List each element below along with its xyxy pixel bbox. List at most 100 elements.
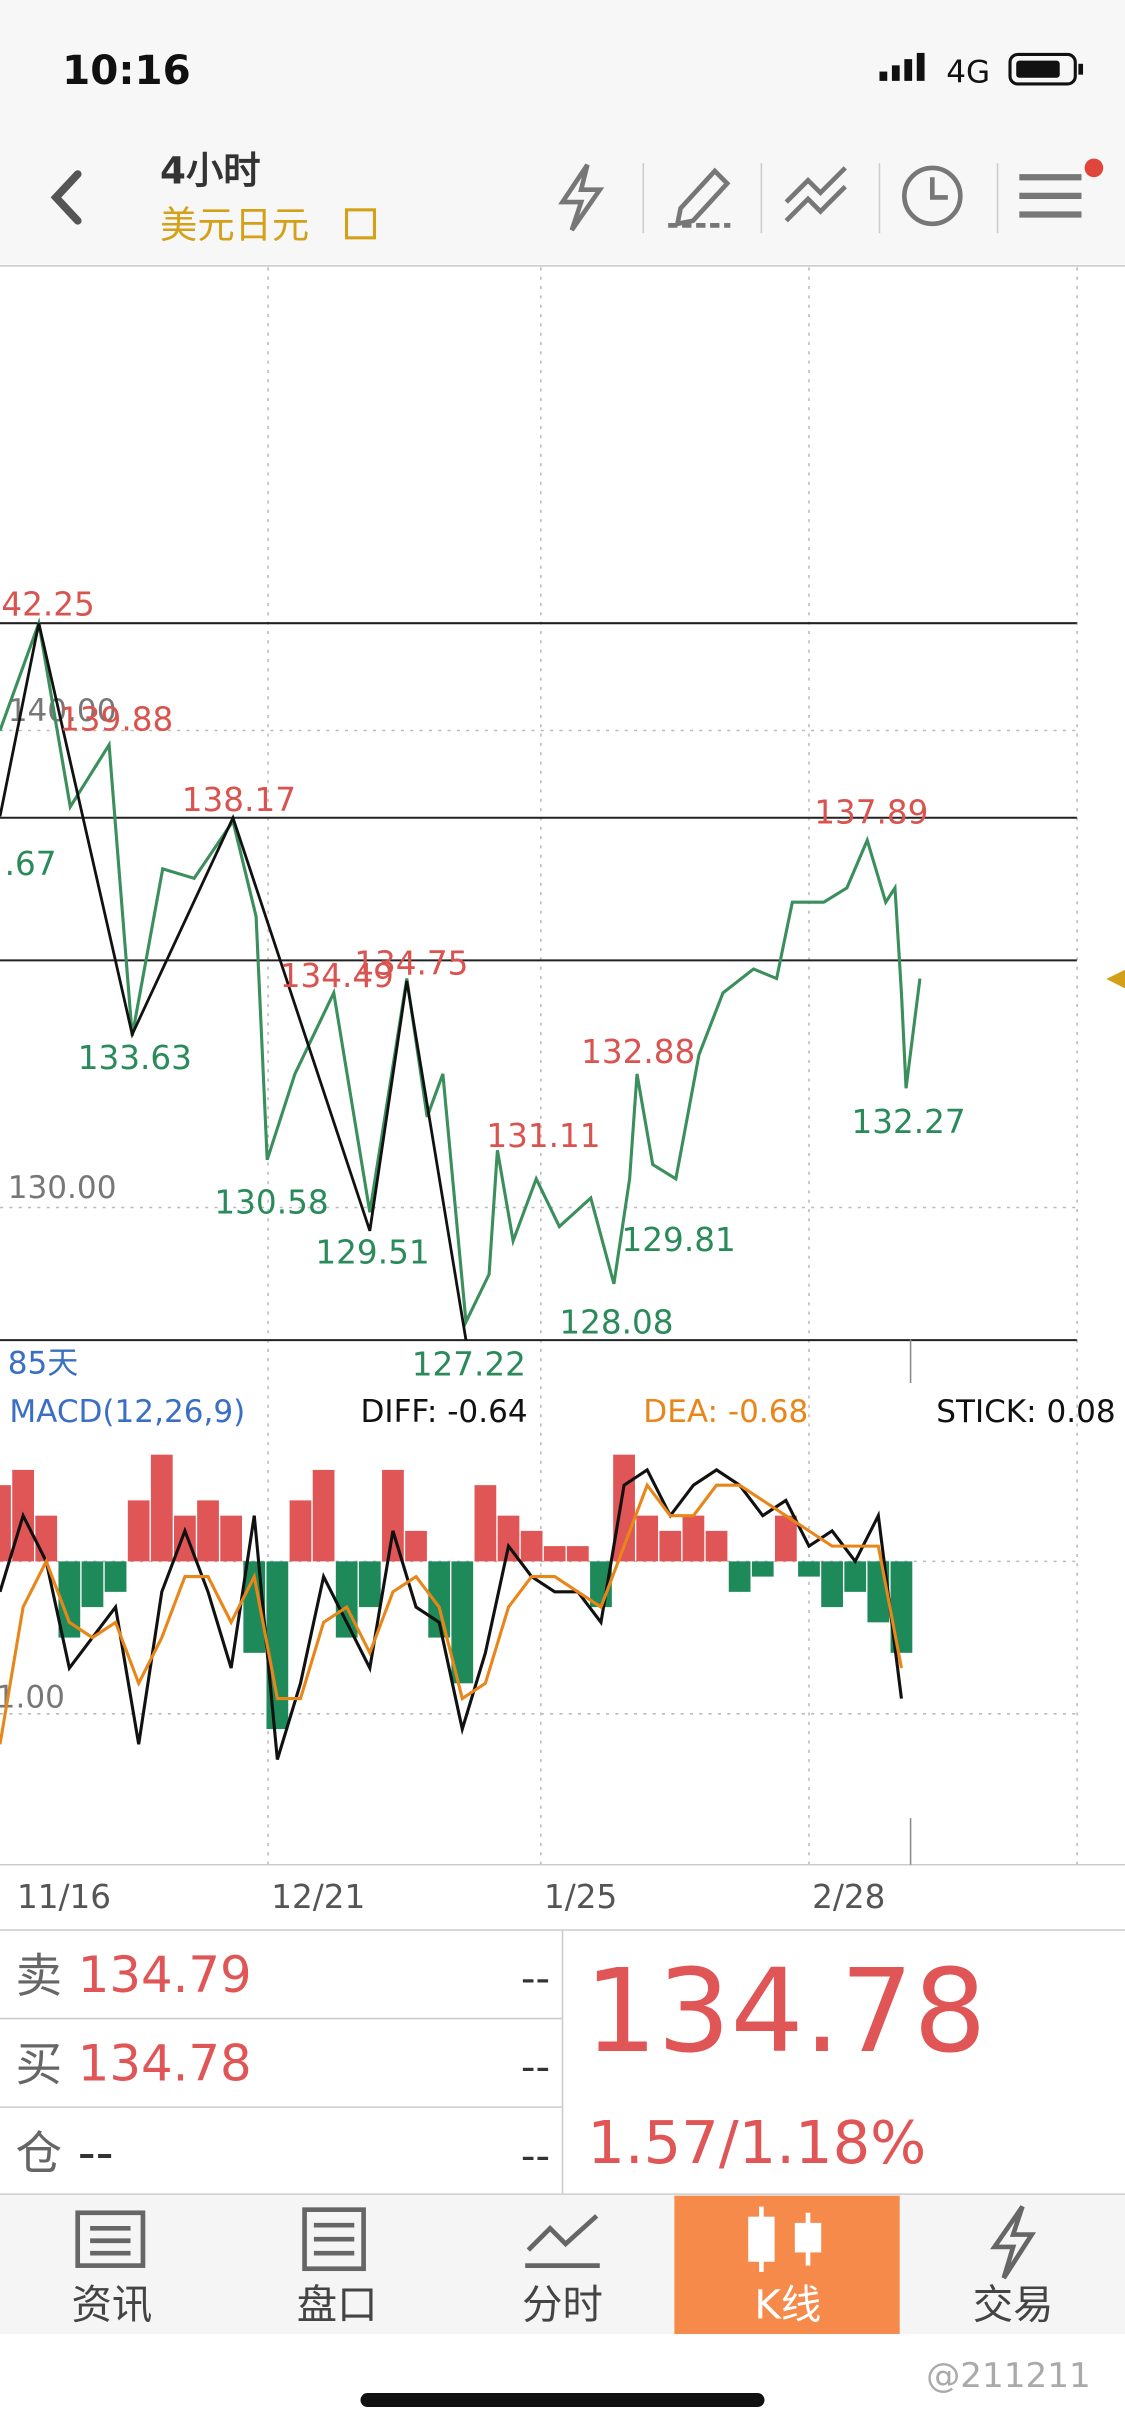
quote-label: 卖 <box>16 1949 63 2003</box>
macd-bar <box>682 1515 705 1562</box>
legend-entry: DIFF: -0.64 <box>360 1394 527 1430</box>
tab-label[interactable]: K线 <box>754 2280 821 2328</box>
macd-bar <box>382 1469 404 1562</box>
legend-entry: DEA: -0.68 <box>643 1394 808 1430</box>
period-title: 4小时 <box>160 148 261 192</box>
macd-bar <box>197 1500 219 1562</box>
active-tab-bg <box>674 2195 900 2334</box>
quote-price: 134.78 <box>78 2035 252 2093</box>
tab-label[interactable]: 分时 <box>522 2280 603 2328</box>
tabs: 资讯 盘口 分时 K线 交易 <box>71 2280 1053 2328</box>
macd-bar <box>150 1454 173 1562</box>
quote-price: -- <box>78 2123 114 2181</box>
flash-icon[interactable] <box>558 163 605 232</box>
status-network: 4G <box>946 54 990 90</box>
tab-label[interactable]: 交易 <box>973 2280 1054 2328</box>
price-annotation: 139.88 <box>59 700 173 738</box>
price-annotation: 138.17 <box>182 781 296 819</box>
macd-bar <box>358 1561 381 1608</box>
tab-label[interactable]: 盘口 <box>297 2280 378 2328</box>
indicator-icon[interactable] <box>784 166 847 223</box>
quote-volume: -- <box>521 2131 550 2179</box>
macd-bar <box>312 1469 335 1562</box>
macd-bar <box>774 1515 797 1562</box>
macd-bar <box>636 1515 659 1562</box>
macd-bar <box>289 1500 312 1562</box>
price-annotation: 134.75 <box>354 944 468 982</box>
battery-icon <box>1008 52 1084 86</box>
price-annotation: 137.89 <box>814 794 928 832</box>
tab-label[interactable]: 资讯 <box>71 2280 152 2328</box>
macd-bar <box>844 1561 867 1592</box>
price-annotation: 129.81 <box>622 1221 736 1259</box>
macd-bar <box>127 1500 150 1562</box>
macd-bar <box>335 1561 358 1638</box>
status-time: 10:16 <box>62 46 191 94</box>
macd-bar <box>659 1530 682 1562</box>
y-tick-label: 130.00 <box>8 1170 117 1206</box>
x-tick-label: 1/25 <box>544 1878 617 1916</box>
quote-price: 134.79 <box>78 1946 252 2004</box>
macd-bar <box>81 1561 104 1608</box>
macd-bar <box>104 1561 127 1592</box>
last-price: 134.78 <box>584 1945 986 2079</box>
x-tick-label: 2/28 <box>812 1878 885 1916</box>
price-line <box>0 617 922 1328</box>
macd-bar <box>728 1561 751 1592</box>
macd-bar <box>497 1515 520 1562</box>
quote-panel: 卖 134.79 -- 买 134.78 -- 仓 -- -- <box>16 1946 551 2181</box>
price-annotation: 132.27 <box>852 1103 966 1141</box>
macd-bar <box>0 1485 11 1562</box>
price-change: 1.57/1.18% <box>587 2108 926 2177</box>
tab-icons <box>75 2205 1037 2280</box>
macd-bar <box>220 1515 243 1562</box>
macd-line <box>0 1467 903 1760</box>
quote-volume: -- <box>521 1954 550 2002</box>
days-label: 85天 <box>8 1346 79 1382</box>
macd-line <box>0 1481 903 1745</box>
price-annotation: .67 <box>5 845 57 883</box>
price-pointer <box>1106 969 1125 989</box>
macd-bar <box>474 1485 497 1562</box>
macd-bar <box>35 1515 58 1562</box>
home-indicator <box>360 2393 765 2408</box>
zigzag-line <box>0 622 468 1341</box>
macd-bar <box>266 1561 289 1730</box>
price-annotation: 127.22 <box>412 1345 526 1383</box>
stick-label: STICK: 0.08 <box>936 1394 1115 1430</box>
quote-label: 买 <box>16 2038 63 2092</box>
macd-bar <box>890 1561 913 1653</box>
price-annotation: 142.25 <box>0 585 95 623</box>
watermark: @211211 <box>926 2356 1091 2396</box>
clock-icon[interactable] <box>902 165 963 227</box>
menu-icon[interactable] <box>1019 174 1082 218</box>
symbol-title: 美元日元 <box>160 203 309 247</box>
menu-badge <box>1084 158 1104 178</box>
macd-bar <box>520 1530 543 1562</box>
symbol-badge <box>344 208 377 240</box>
quote-volume: -- <box>521 2043 550 2091</box>
price-annotation: 129.51 <box>315 1233 429 1271</box>
macd-bar <box>58 1561 81 1638</box>
macd-bar <box>405 1530 427 1562</box>
signal-icon <box>879 52 925 81</box>
quote-label: 仓 <box>16 2126 63 2180</box>
top-bar-bg <box>0 0 1125 265</box>
price-annotation: 132.88 <box>581 1033 695 1071</box>
price-annotation: 133.63 <box>78 1039 192 1077</box>
x-tick-label: 12/21 <box>271 1878 365 1916</box>
draw-icon[interactable] <box>668 167 731 228</box>
kline-chart: 130.00140.0011/1612/211/252/28142.25139.… <box>0 267 1125 1916</box>
x-tick-label: 11/16 <box>17 1878 111 1916</box>
macd-title: MACD(12,26,9) <box>9 1394 245 1430</box>
macd-bar <box>566 1546 589 1562</box>
macd-bar <box>798 1561 820 1577</box>
price-annotation: 130.58 <box>214 1184 328 1222</box>
macd-bar <box>821 1561 843 1608</box>
price-annotation: 131.11 <box>486 1117 600 1155</box>
back-button[interactable] <box>50 170 82 225</box>
price-annotation: 128.08 <box>559 1303 673 1341</box>
macd-bar <box>705 1530 728 1562</box>
